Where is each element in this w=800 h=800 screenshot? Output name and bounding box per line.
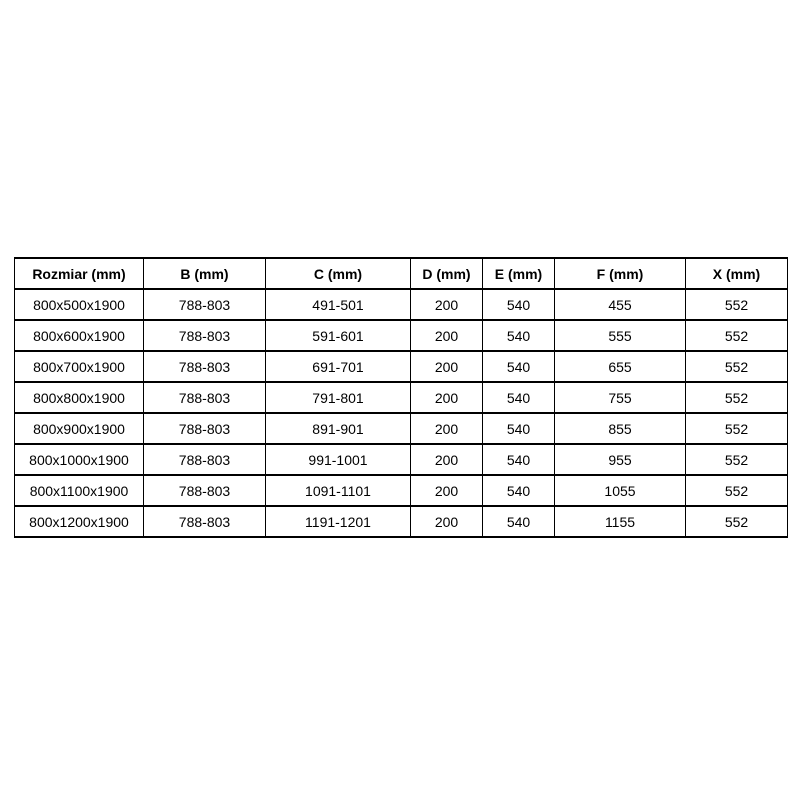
dimension-table-container: Rozmiar (mm) B (mm) C (mm) D (mm) E (mm)… bbox=[14, 257, 788, 538]
table-cell: 200 bbox=[410, 505, 483, 538]
table-row: 800x600x1900 788-803 591-601 200 540 555 552 bbox=[14, 319, 788, 352]
table-cell: 540 bbox=[482, 412, 555, 445]
table-cell: 200 bbox=[410, 319, 483, 352]
table-row: 800x700x1900 788-803 691-701 200 540 655 552 bbox=[14, 350, 788, 383]
table-cell: 540 bbox=[482, 505, 555, 538]
table-cell: 491-501 bbox=[265, 288, 411, 321]
table-cell: 540 bbox=[482, 381, 555, 414]
table-cell: 540 bbox=[482, 288, 555, 321]
table-cell: 540 bbox=[482, 474, 555, 507]
table-row: 800x1200x1900 788-803 1191-1201 200 540 1155 5… bbox=[14, 505, 788, 538]
table-cell: 552 bbox=[685, 443, 788, 476]
table-cell: 200 bbox=[410, 474, 483, 507]
table-cell: 800x1000x1900 bbox=[14, 443, 144, 476]
table-cell: 552 bbox=[685, 381, 788, 414]
header-b: B (mm) bbox=[143, 257, 266, 290]
table-cell: 552 bbox=[685, 412, 788, 445]
table-cell: 800x600x1900 bbox=[14, 319, 144, 352]
table-cell: 200 bbox=[410, 288, 483, 321]
table-cell: 1055 bbox=[554, 474, 686, 507]
table-header: Rozmiar (mm) B (mm) C (mm) D (mm) E (mm)… bbox=[14, 257, 788, 290]
table-cell: 788-803 bbox=[143, 412, 266, 445]
table-cell: 755 bbox=[554, 381, 686, 414]
table-cell: 1191-1201 bbox=[265, 505, 411, 538]
table-cell: 1091-1101 bbox=[265, 474, 411, 507]
header-e: E (mm) bbox=[482, 257, 555, 290]
table-row: 800x800x1900 788-803 791-801 200 540 755 552 bbox=[14, 381, 788, 414]
table-cell: 200 bbox=[410, 381, 483, 414]
table-cell: 552 bbox=[685, 288, 788, 321]
table-cell: 800x900x1900 bbox=[14, 412, 144, 445]
table-cell: 455 bbox=[554, 288, 686, 321]
table-cell: 200 bbox=[410, 443, 483, 476]
table-row: 800x500x1900 788-803 491-501 200 540 455 552 bbox=[14, 288, 788, 321]
header-f: F (mm) bbox=[554, 257, 686, 290]
table-cell: 891-901 bbox=[265, 412, 411, 445]
table-cell: 800x1200x1900 bbox=[14, 505, 144, 538]
table-cell: 788-803 bbox=[143, 443, 266, 476]
header-d: D (mm) bbox=[410, 257, 483, 290]
table-cell: 788-803 bbox=[143, 288, 266, 321]
table-cell: 1155 bbox=[554, 505, 686, 538]
header-row: Rozmiar (mm) B (mm) C (mm) D (mm) E (mm)… bbox=[14, 257, 788, 290]
table-cell: 791-801 bbox=[265, 381, 411, 414]
table-cell: 855 bbox=[554, 412, 686, 445]
table-cell: 540 bbox=[482, 350, 555, 383]
table-body: 800x500x1900 788-803 491-501 200 540 455 552 80… bbox=[14, 288, 788, 538]
table-cell: 788-803 bbox=[143, 381, 266, 414]
table-cell: 540 bbox=[482, 443, 555, 476]
table-cell: 788-803 bbox=[143, 319, 266, 352]
dimension-table: Rozmiar (mm) B (mm) C (mm) D (mm) E (mm)… bbox=[14, 257, 788, 538]
table-cell: 788-803 bbox=[143, 505, 266, 538]
table-cell: 955 bbox=[554, 443, 686, 476]
header-rozmiar: Rozmiar (mm) bbox=[14, 257, 144, 290]
table-cell: 552 bbox=[685, 319, 788, 352]
table-cell: 552 bbox=[685, 350, 788, 383]
table-row: 800x1000x1900 788-803 991-1001 200 540 955 552 bbox=[14, 443, 788, 476]
table-cell: 800x500x1900 bbox=[14, 288, 144, 321]
table-cell: 800x1100x1900 bbox=[14, 474, 144, 507]
table-row: 800x1100x1900 788-803 1091-1101 200 540 1055 5… bbox=[14, 474, 788, 507]
table-row: 800x900x1900 788-803 891-901 200 540 855 552 bbox=[14, 412, 788, 445]
table-cell: 788-803 bbox=[143, 350, 266, 383]
table-cell: 200 bbox=[410, 350, 483, 383]
table-cell: 800x700x1900 bbox=[14, 350, 144, 383]
table-cell: 200 bbox=[410, 412, 483, 445]
table-cell: 540 bbox=[482, 319, 555, 352]
table-cell: 691-701 bbox=[265, 350, 411, 383]
table-cell: 555 bbox=[554, 319, 686, 352]
header-c: C (mm) bbox=[265, 257, 411, 290]
table-cell: 991-1001 bbox=[265, 443, 411, 476]
table-cell: 655 bbox=[554, 350, 686, 383]
table-cell: 788-803 bbox=[143, 474, 266, 507]
table-cell: 552 bbox=[685, 505, 788, 538]
header-x: X (mm) bbox=[685, 257, 788, 290]
table-cell: 800x800x1900 bbox=[14, 381, 144, 414]
table-cell: 552 bbox=[685, 474, 788, 507]
table-cell: 591-601 bbox=[265, 319, 411, 352]
